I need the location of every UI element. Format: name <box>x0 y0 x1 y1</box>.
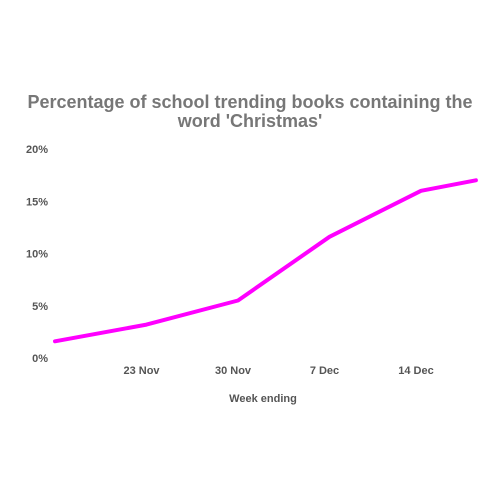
y-tick-label: 15% <box>26 196 48 208</box>
x-axis-ticks: 23 Nov 30 Nov 7 Dec 14 Dec <box>123 365 433 377</box>
x-tick-label: 7 Dec <box>310 365 339 377</box>
chart-title: Percentage of school trending books cont… <box>27 92 473 131</box>
y-tick-label: 10% <box>26 249 48 261</box>
series-line <box>53 178 478 344</box>
x-axis-label: Week ending <box>229 393 297 405</box>
y-tick-label: 0% <box>32 353 48 365</box>
x-tick-label: 14 Dec <box>398 365 433 377</box>
y-tick-label: 5% <box>32 301 48 313</box>
x-tick-label: 30 Nov <box>215 365 252 377</box>
x-tick-label: 23 Nov <box>123 365 160 377</box>
series-layer <box>53 178 478 344</box>
y-axis-ticks: 0% 5% 10% 15% 20% <box>26 144 48 365</box>
y-tick-label: 20% <box>26 144 48 156</box>
